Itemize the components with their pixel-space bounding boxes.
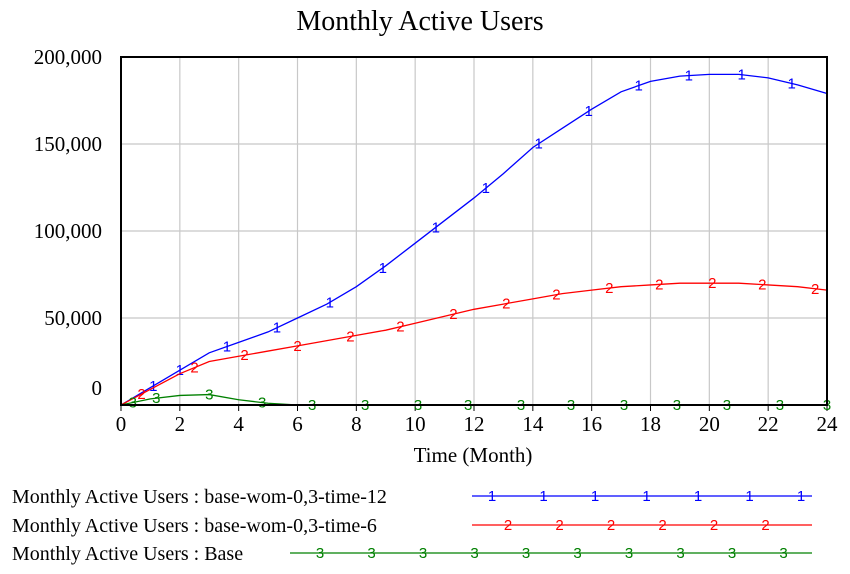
legend-marker: 3	[419, 545, 427, 562]
series-marker: 3	[129, 395, 137, 412]
series-marker: 2	[240, 347, 248, 364]
x-tick-label: 6	[292, 412, 303, 436]
y-tick-label: 150,000	[34, 132, 102, 156]
series-marker: 2	[605, 280, 613, 297]
legend-marker: 1	[694, 488, 702, 505]
series-marker: 1	[585, 103, 593, 120]
legend-marker: 2	[555, 517, 563, 534]
series-marker: 2	[293, 338, 301, 355]
series-marker: 1	[379, 260, 387, 277]
x-tick-label: 24	[817, 412, 839, 436]
series-marker: 2	[708, 275, 716, 292]
legend-marker: 3	[316, 545, 324, 562]
legend-marker: 2	[761, 517, 769, 534]
series-marker: 1	[432, 219, 440, 236]
legend-label: Monthly Active Users : base-wom-0,3-time…	[12, 515, 377, 537]
x-tick-label: 16	[581, 412, 602, 436]
x-tick-label: 2	[175, 412, 186, 436]
series-marker: 3	[205, 387, 213, 404]
x-tick-label: 10	[405, 412, 426, 436]
series-marker: 1	[535, 136, 543, 153]
y-axis-ticks: 0 50,000 100,000 150,000 200,000	[34, 45, 102, 400]
series-marker: 1	[149, 378, 157, 395]
legend-label: Monthly Active Users : Base	[12, 543, 243, 565]
series-marker: 1	[176, 362, 184, 379]
x-tick-label: 22	[758, 412, 779, 436]
legend-marker: 3	[470, 545, 478, 562]
series-marker: 1	[223, 339, 231, 356]
legend: Monthly Active Users : base-wom-0,3-time…	[12, 486, 812, 565]
x-tick-label: 14	[522, 412, 544, 436]
x-tick-label: 0	[116, 412, 127, 436]
series-marker: 2	[346, 328, 354, 345]
legend-marker: 3	[573, 545, 581, 562]
y-tick-label: 100,000	[34, 219, 102, 243]
series-marker: 1	[788, 75, 796, 92]
legend-marker: 1	[488, 488, 496, 505]
series-marker: 2	[396, 319, 404, 336]
series-marker: 2	[190, 360, 198, 377]
legend-marker: 1	[642, 488, 650, 505]
legend-marker: 1	[539, 488, 547, 505]
legend-marker: 1	[797, 488, 805, 505]
legend-marker: 3	[676, 545, 684, 562]
x-tick-label: 12	[464, 412, 485, 436]
x-tick-label: 8	[351, 412, 362, 436]
legend-marker: 2	[710, 517, 718, 534]
x-tick-label: 18	[640, 412, 661, 436]
x-axis-label: Time (Month)	[414, 443, 533, 467]
series-line	[120, 282, 828, 406]
series-marker: 1	[635, 78, 643, 95]
plot-frame	[120, 56, 828, 406]
legend-marker: 3	[522, 545, 530, 562]
series-marker: 2	[811, 281, 819, 298]
x-tick-label: 4	[233, 412, 244, 436]
series-marker: 1	[273, 320, 281, 337]
y-tick-label: 50,000	[44, 306, 102, 330]
series-marker: 1	[738, 67, 746, 84]
legend-marker: 2	[504, 517, 512, 534]
legend-marker: 3	[779, 545, 787, 562]
series-marker: 2	[655, 276, 663, 293]
legend-marker: 3	[728, 545, 736, 562]
legend-marker: 1	[591, 488, 599, 505]
legend-label: Monthly Active Users : base-wom-0,3-time…	[12, 486, 387, 508]
series-marker: 2	[449, 306, 457, 323]
series-marker: 1	[685, 68, 693, 85]
chart-title: Monthly Active Users	[296, 6, 543, 37]
series-marker: 2	[137, 386, 145, 403]
series-marker: 3	[152, 390, 160, 407]
legend-marker: 1	[745, 488, 753, 505]
series-line	[120, 73, 828, 406]
x-tick-label: 20	[699, 412, 720, 436]
series-marker: 1	[326, 294, 334, 311]
y-tick-label: 200,000	[34, 45, 102, 69]
legend-marker: 3	[367, 545, 375, 562]
y-tick-label: 0	[92, 376, 103, 400]
series-marker: 1	[482, 180, 490, 197]
legend-marker: 2	[607, 517, 615, 534]
series-marker: 2	[552, 287, 560, 304]
series-marker: 2	[758, 277, 766, 294]
series-marker: 2	[502, 296, 510, 313]
x-axis-ticks: 0 2 4 6 8 10 12 14 16 18 20 22 24	[116, 405, 838, 436]
legend-marker: 3	[625, 545, 633, 562]
series-marker: 3	[258, 395, 266, 412]
legend-marker: 2	[658, 517, 666, 534]
